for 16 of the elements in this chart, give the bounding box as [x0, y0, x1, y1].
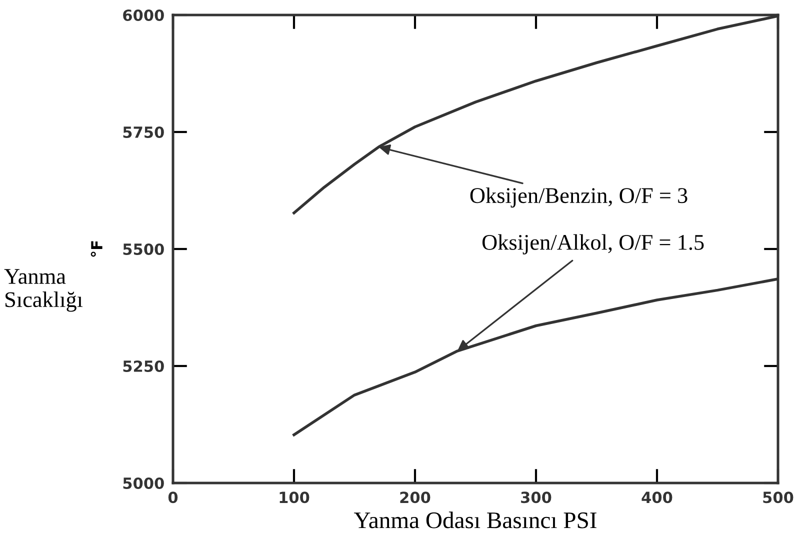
- y-tick-label: 5750: [123, 126, 164, 138]
- x-tick-label: 0: [168, 492, 178, 504]
- x-axis-title: Yanma Odası Basıncı PSI: [354, 512, 596, 528]
- y-tick-label: 5000: [123, 477, 164, 490]
- annotation: Oksijen/Alkol, O/F = 1.5: [482, 234, 704, 254]
- y-tick-label: 5500: [123, 243, 164, 256]
- annotation: Oksijen/Benzin, O/F = 3: [470, 187, 688, 208]
- x-tick-label: 500: [763, 492, 794, 504]
- y-tick-label: 5250: [123, 360, 164, 372]
- x-tick-label: 100: [280, 492, 310, 504]
- x-tick-label: 300: [521, 492, 552, 504]
- x-tick-label: 200: [400, 492, 430, 504]
- text: Yanma Sıcaklığı: [4, 269, 83, 312]
- y-tick-label: 6000: [123, 9, 164, 22]
- x-tick-label: 400: [642, 492, 672, 504]
- y-axis-title: °F: [90, 241, 102, 257]
